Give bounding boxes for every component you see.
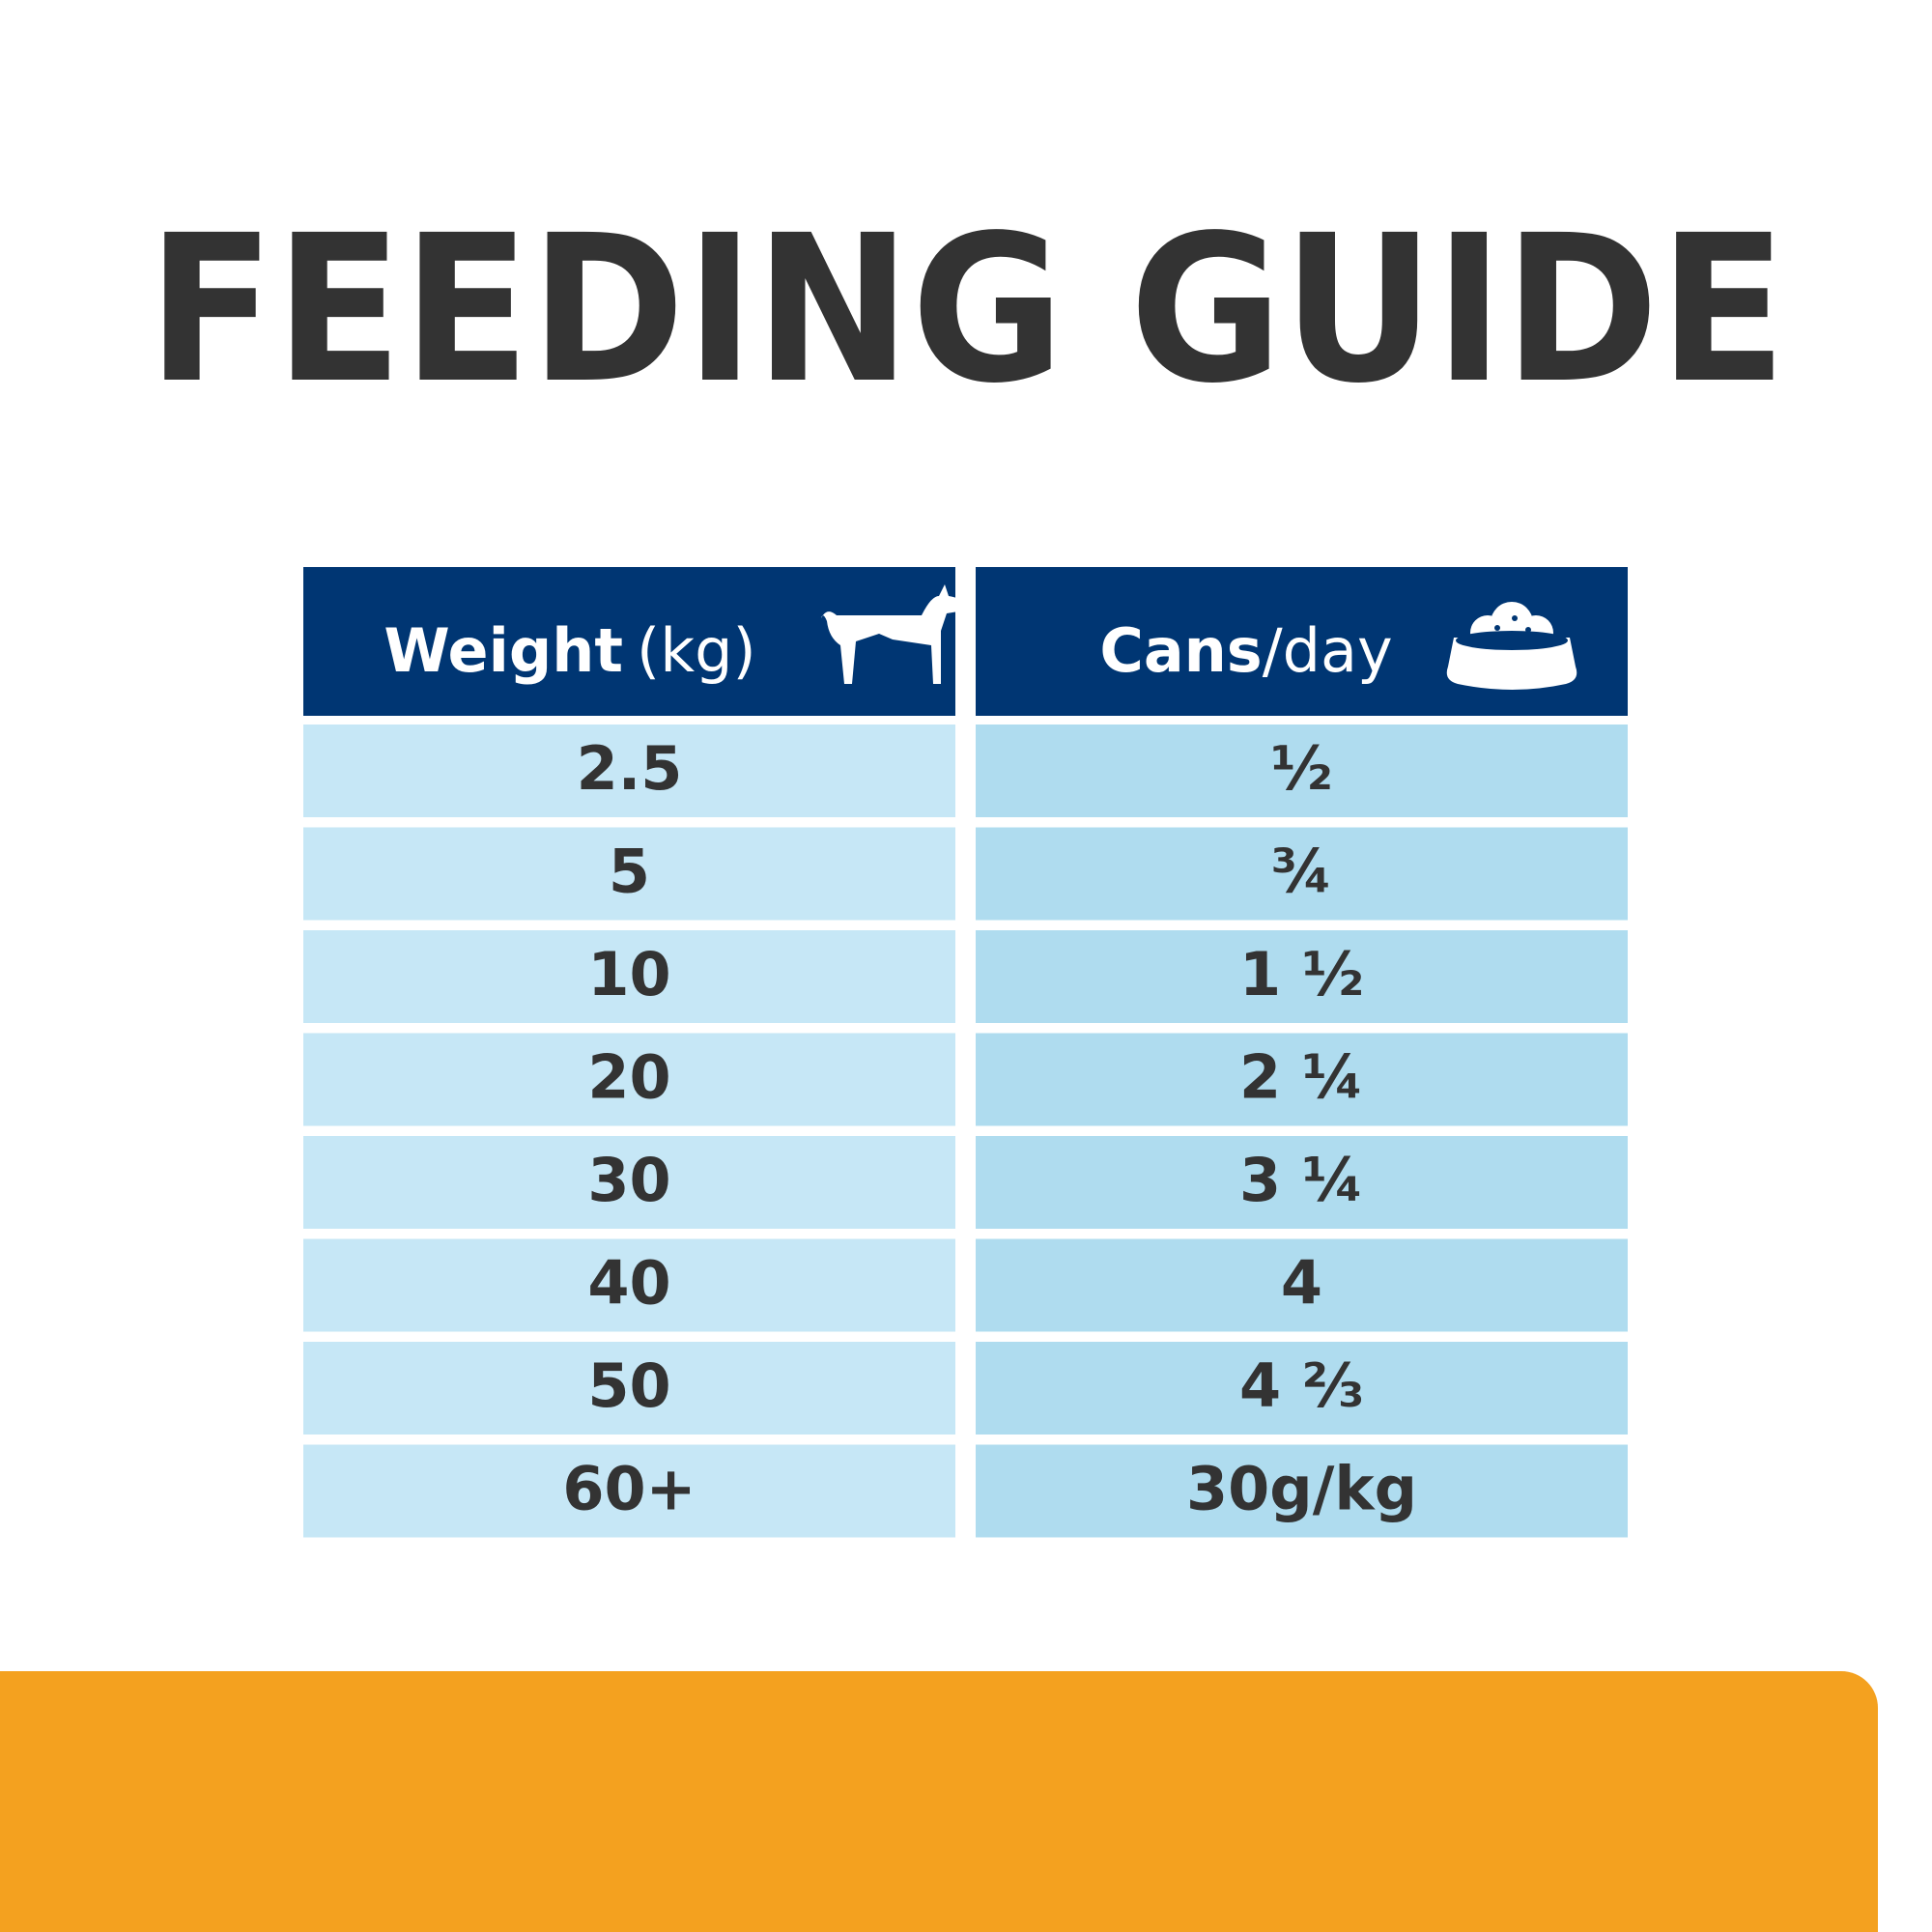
cell-text: 30 (587, 1145, 670, 1215)
cell-text: 4 (1281, 1248, 1322, 1319)
header-light: /day (1263, 615, 1393, 686)
cell-text: 2.5 (577, 733, 683, 804)
header-light: (kg) (637, 615, 756, 686)
header-text: Weight (kg) (384, 615, 755, 686)
dog-icon (821, 584, 964, 684)
table-cell (976, 930, 1628, 1023)
cell-text: 5 (609, 837, 650, 907)
cell-text: 3 ¼ (1239, 1145, 1364, 1215)
table-cell (303, 1444, 955, 1538)
table-cell (303, 1136, 955, 1229)
cell-text: 60+ (562, 1454, 696, 1524)
header-text: Cans/day (1099, 615, 1392, 686)
table-cell (303, 1342, 955, 1435)
cell-text: ½ (1270, 733, 1332, 804)
table-cell (976, 827, 1628, 921)
cell-text: 10 (587, 939, 670, 1009)
table-cell (303, 724, 955, 817)
cell-text: 20 (587, 1042, 670, 1113)
orange-band (0, 1671, 1878, 1932)
table-cell (976, 1033, 1628, 1126)
cell-text: 2 ¼ (1239, 1042, 1364, 1113)
header-bold: Cans (1099, 615, 1262, 686)
cell-text: 40 (587, 1248, 670, 1319)
table-cell (976, 724, 1628, 817)
table-cell (976, 1136, 1628, 1229)
title: FEEDING GUIDE (148, 191, 1787, 428)
table-cell (976, 1342, 1628, 1435)
cell-text: 1 ½ (1239, 939, 1364, 1009)
table-cell (303, 1033, 955, 1126)
cell-text: 30g/kg (1186, 1454, 1417, 1524)
table-cell (976, 1444, 1628, 1538)
cell-text: 50 (587, 1350, 670, 1421)
table-cell (303, 827, 955, 921)
header-bold: Weight (384, 615, 623, 686)
bowl-icon (1446, 602, 1577, 690)
table-cell (303, 1238, 955, 1332)
cell-text: 4 ⅔ (1239, 1350, 1364, 1421)
table-body: 2.5 ½ 5 ¾ 10 1 ½ 20 2 ¼ 30 3 ¼ 40 4 50 4 ⅔ 60+ 30g/kg (303, 724, 1628, 1538)
table-cell (303, 930, 955, 1023)
cell-text: ¾ (1270, 837, 1332, 907)
table-cell (976, 1238, 1628, 1332)
